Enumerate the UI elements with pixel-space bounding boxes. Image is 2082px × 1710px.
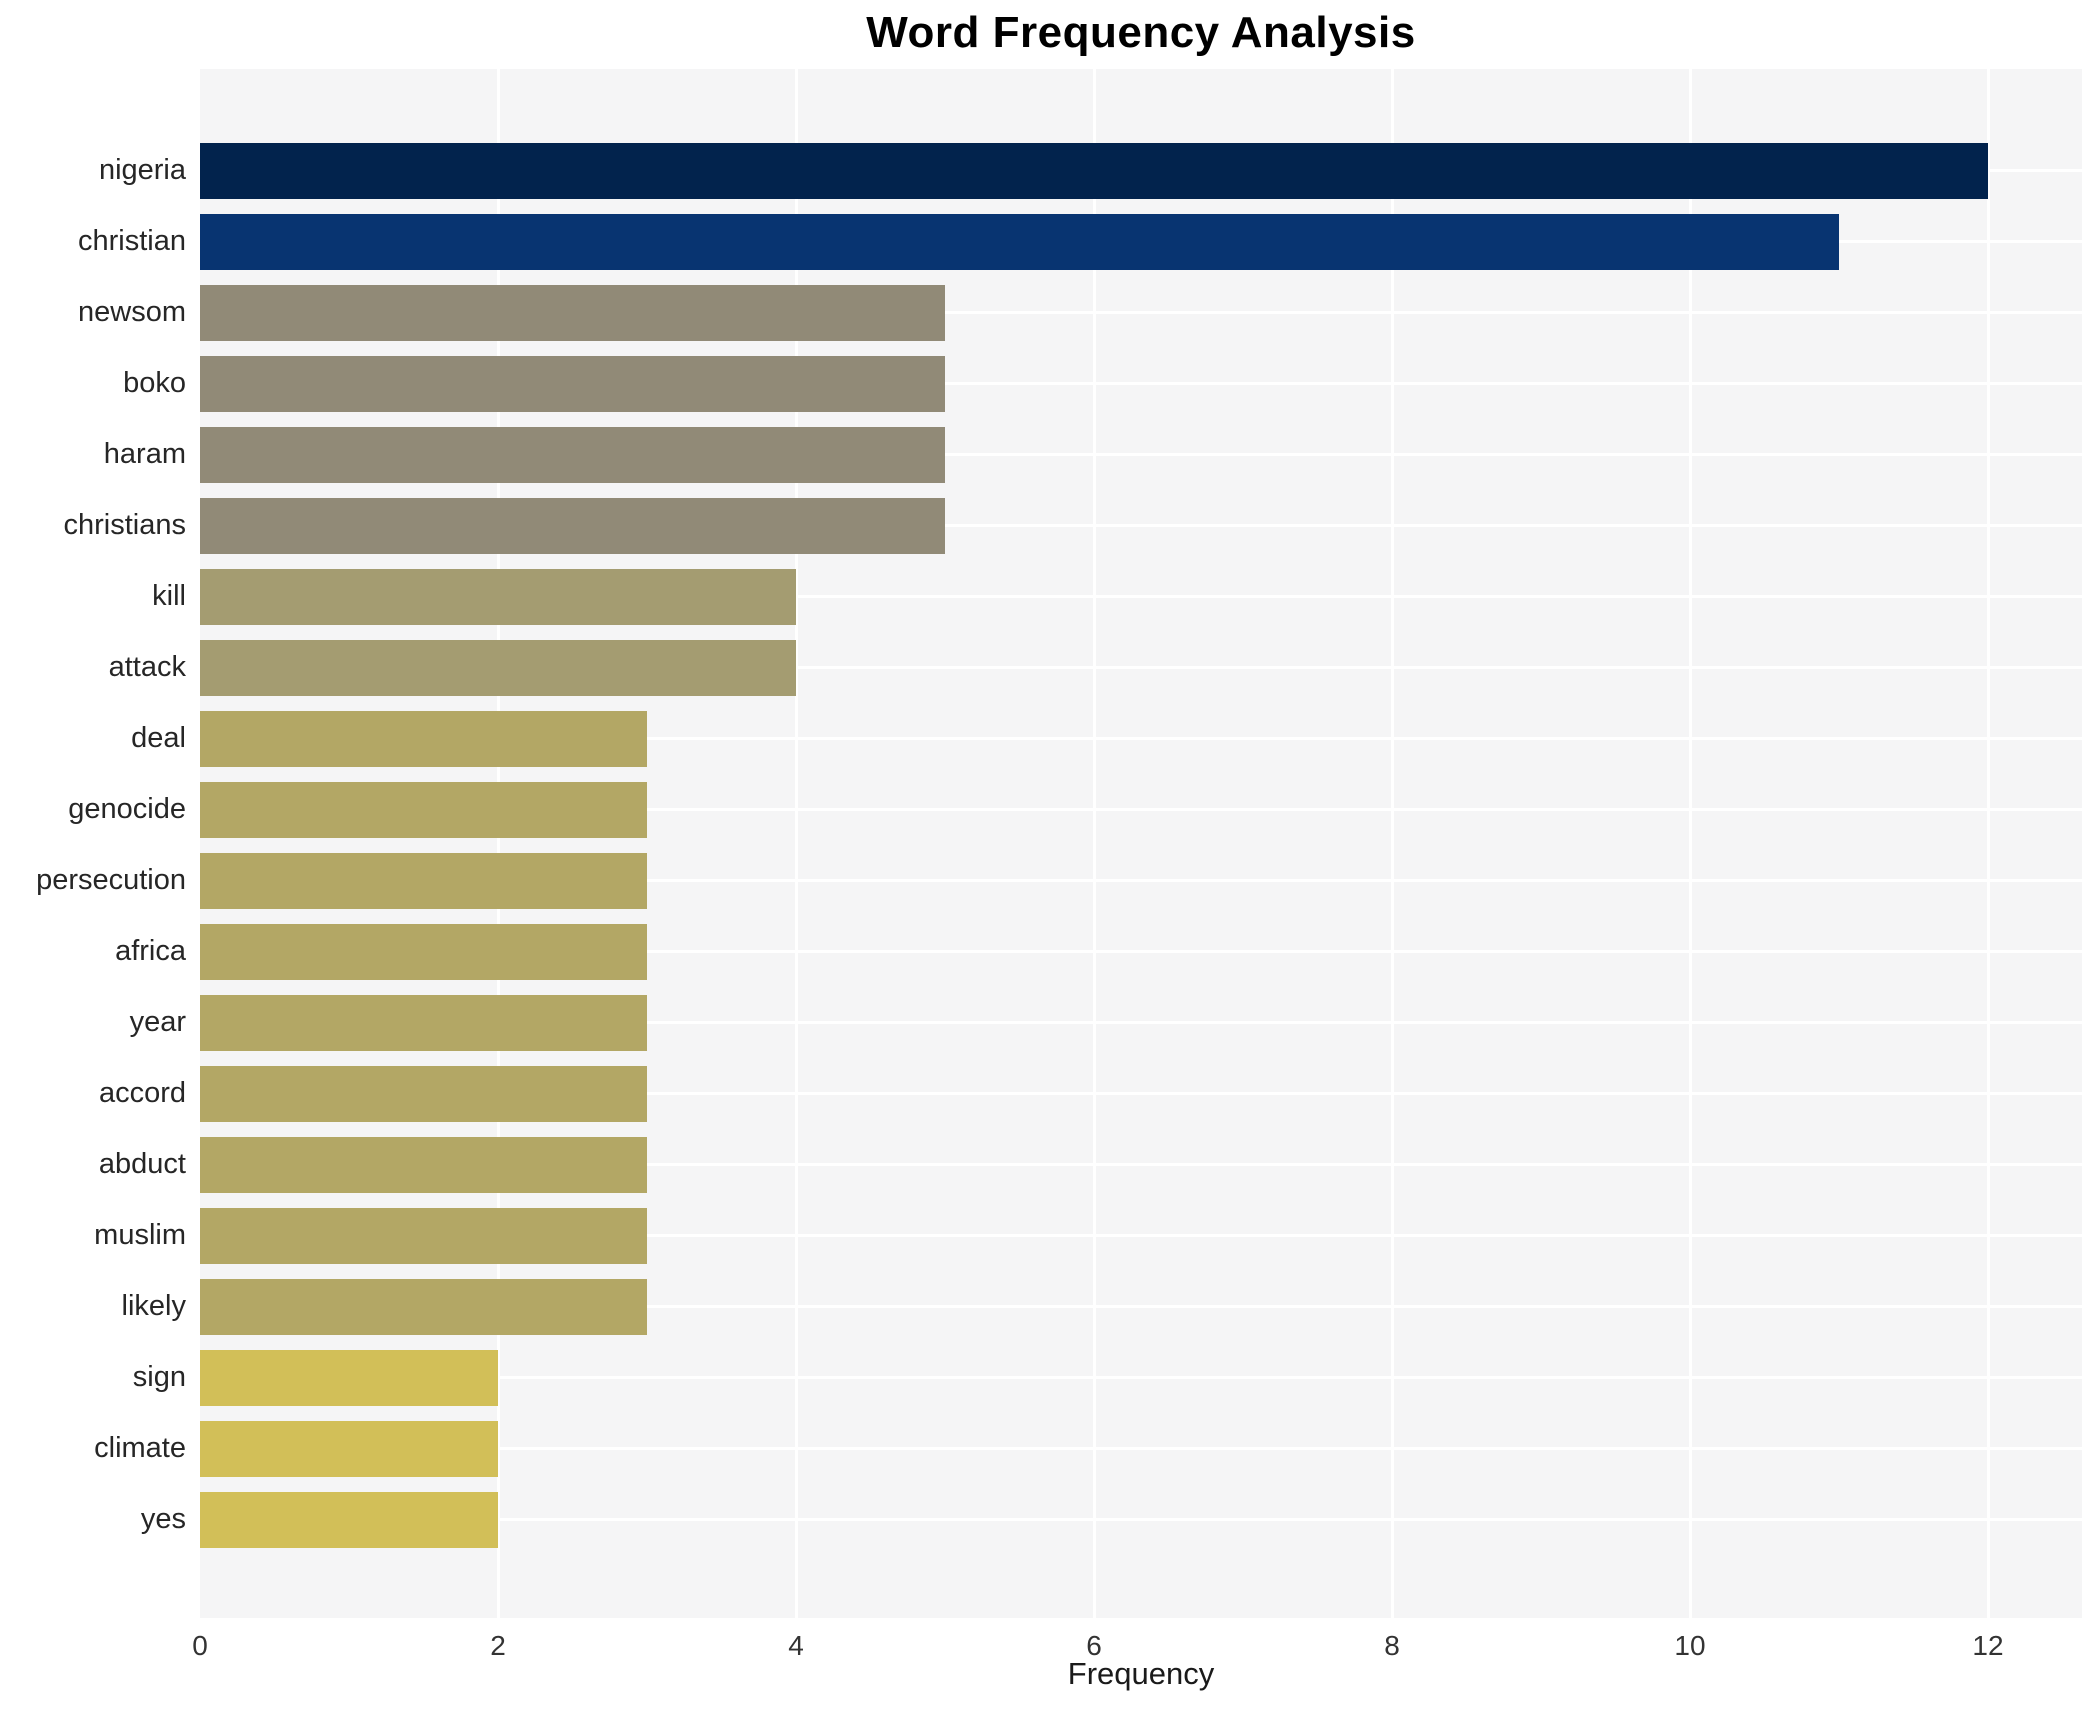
- bar-climate: [200, 1420, 498, 1477]
- y-axis-label-attack: attack: [108, 651, 186, 683]
- horizontal-gridline: [200, 1518, 2082, 1521]
- bar-boko: [200, 355, 945, 412]
- y-axis-label-deal: deal: [131, 722, 186, 754]
- horizontal-gridline: [200, 311, 2082, 314]
- y-axis-label-accord: accord: [98, 1077, 186, 1109]
- bar-kill: [200, 568, 796, 625]
- vertical-gridline: [795, 69, 798, 1618]
- horizontal-gridline: [200, 453, 2082, 456]
- y-axis-label-muslim: muslim: [94, 1219, 186, 1251]
- x-axis-ticks: 0 2 4 6 8 10 12: [192, 1630, 2082, 1670]
- y-axis-label-kill: kill: [152, 580, 186, 612]
- y-axis-label-likely: likely: [121, 1290, 186, 1322]
- horizontal-gridline: [200, 524, 2082, 527]
- bar-persecution: [200, 852, 647, 909]
- y-axis-label-christians: christians: [63, 509, 187, 541]
- bar-year: [200, 994, 647, 1051]
- bar-accord: [200, 1065, 647, 1122]
- horizontal-gridline: [200, 808, 2082, 811]
- y-axis-label-christian: christian: [78, 225, 186, 257]
- horizontal-gridline: [200, 1021, 2082, 1024]
- x-tick-12: 12: [1972, 1630, 2004, 1661]
- bar-christians: [200, 497, 945, 554]
- y-axis-label-year: year: [129, 1006, 186, 1038]
- bar-haram: [200, 426, 945, 483]
- bar-newsom: [200, 284, 945, 341]
- y-axis-label-newsom: newsom: [78, 296, 186, 328]
- y-axis-label-climate: climate: [94, 1432, 186, 1464]
- horizontal-gridline: [200, 1092, 2082, 1095]
- bar-africa: [200, 923, 647, 980]
- horizontal-gridline: [200, 1376, 2082, 1379]
- bar-likely: [200, 1278, 647, 1335]
- bar-nigeria: [200, 142, 1988, 199]
- horizontal-gridline: [200, 595, 2082, 598]
- bar-abduct: [200, 1136, 647, 1193]
- plot-area: [200, 69, 2082, 1618]
- y-axis-label-genocide: genocide: [68, 793, 186, 825]
- horizontal-gridline: [200, 737, 2082, 740]
- horizontal-gridline: [200, 879, 2082, 882]
- horizontal-gridline: [200, 1163, 2082, 1166]
- x-tick-2: 2: [490, 1630, 506, 1661]
- x-tick-4: 4: [788, 1630, 804, 1661]
- vertical-gridline: [1391, 69, 1394, 1618]
- bar-yes: [200, 1491, 498, 1548]
- horizontal-gridline: [200, 666, 2082, 669]
- bar-sign: [200, 1349, 498, 1406]
- y-axis-label-haram: haram: [103, 438, 186, 470]
- chart-title: Word Frequency Analysis: [866, 8, 1416, 57]
- y-axis-label-boko: boko: [123, 367, 186, 399]
- horizontal-gridline: [200, 1234, 2082, 1237]
- y-axis-label-abduct: abduct: [98, 1148, 186, 1180]
- vertical-gridline: [1689, 69, 1692, 1618]
- y-axis-label-yes: yes: [140, 1503, 186, 1535]
- y-axis-label-persecution: persecution: [36, 864, 186, 896]
- bar-muslim: [200, 1207, 647, 1264]
- y-axis-label-nigeria: nigeria: [98, 154, 186, 186]
- horizontal-gridline: [200, 382, 2082, 385]
- y-axis-label-sign: sign: [132, 1361, 186, 1393]
- x-tick-0: 0: [192, 1630, 208, 1661]
- horizontal-gridline: [200, 1305, 2082, 1308]
- bar-genocide: [200, 781, 647, 838]
- x-axis-title: Frequency: [1067, 1656, 1215, 1691]
- vertical-gridline: [497, 69, 500, 1618]
- bar-deal: [200, 710, 647, 767]
- horizontal-gridline: [200, 950, 2082, 953]
- bar-christian: [200, 213, 1839, 270]
- y-axis-label-africa: africa: [115, 935, 186, 967]
- x-tick-10: 10: [1674, 1630, 1706, 1661]
- vertical-gridline: [1093, 69, 1096, 1618]
- vertical-gridline: [1987, 69, 1990, 1618]
- horizontal-gridline: [200, 1447, 2082, 1450]
- y-axis-labels: nigeria christian newsom boko haram christian…: [0, 69, 186, 1618]
- x-tick-6: 6: [1086, 1630, 1102, 1661]
- x-tick-8: 8: [1384, 1630, 1400, 1661]
- bar-attack: [200, 639, 796, 696]
